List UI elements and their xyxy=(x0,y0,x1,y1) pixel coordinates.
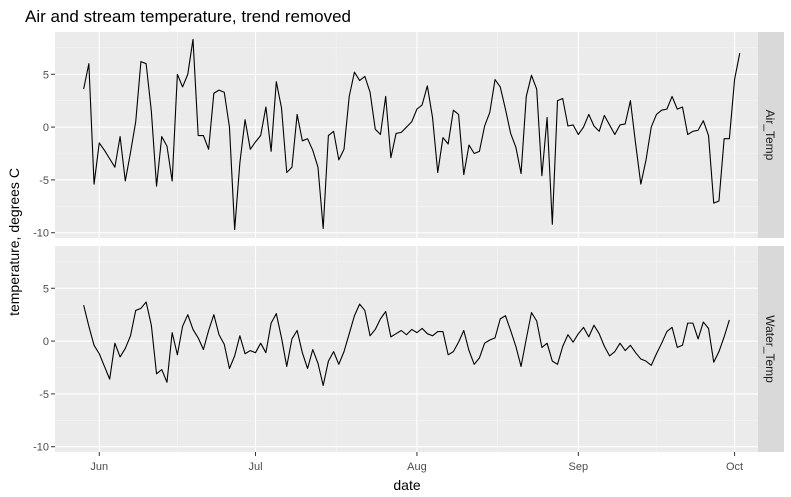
y-tick-label: -5 xyxy=(39,389,49,401)
x-tick-label: Oct xyxy=(726,461,743,473)
y-axis-title: temperature, degrees C xyxy=(6,168,22,316)
strip-label-water-temp: Water_Temp xyxy=(763,315,777,383)
panel-background xyxy=(55,32,758,238)
x-tick-label: Aug xyxy=(407,461,427,473)
strip-background xyxy=(758,32,784,238)
y-tick-label: 5 xyxy=(43,283,49,295)
x-tick-label: Jun xyxy=(90,461,108,473)
minor-gridlines xyxy=(55,246,758,452)
strip-label-air-temp: Air_Temp xyxy=(763,110,777,161)
x-axis-title: date xyxy=(393,477,420,493)
y-tick-label: -10 xyxy=(33,442,49,454)
y-tick-label: -5 xyxy=(39,175,49,187)
panel-water-temp: Water_Temp xyxy=(55,246,784,452)
x-tick-label: Sep xyxy=(569,461,589,473)
x-tick-label: Jul xyxy=(248,461,262,473)
y-axis-ticks: 5 0 -5 -10 5 0 -5 -10 xyxy=(33,69,55,454)
y-tick-label: 0 xyxy=(43,336,49,348)
y-tick-label: 0 xyxy=(43,122,49,134)
water-temp-line xyxy=(83,301,730,386)
x-axis-ticks: Jun Jul Aug Sep Oct xyxy=(90,452,743,473)
y-tick-label: -10 xyxy=(33,228,49,240)
y-tick-label: 5 xyxy=(43,69,49,81)
chart-title: Air and stream temperature, trend remove… xyxy=(25,7,351,26)
air-temp-line xyxy=(83,38,741,231)
panel-background xyxy=(55,246,758,452)
panel-air-temp: Air_Temp xyxy=(55,32,784,238)
major-gridlines xyxy=(55,246,758,452)
minor-gridlines xyxy=(55,32,758,238)
strip-background xyxy=(758,246,784,452)
